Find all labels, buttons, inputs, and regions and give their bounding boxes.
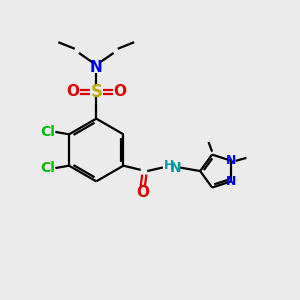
Text: Cl: Cl bbox=[40, 161, 55, 175]
Text: N: N bbox=[90, 60, 103, 75]
Text: N: N bbox=[226, 154, 237, 167]
Text: Cl: Cl bbox=[40, 125, 55, 139]
Text: S: S bbox=[90, 83, 102, 101]
Text: O: O bbox=[113, 84, 126, 99]
Text: N: N bbox=[226, 175, 237, 188]
Text: N: N bbox=[169, 161, 181, 175]
Text: O: O bbox=[136, 185, 149, 200]
Text: H: H bbox=[164, 160, 174, 172]
Text: O: O bbox=[67, 84, 80, 99]
